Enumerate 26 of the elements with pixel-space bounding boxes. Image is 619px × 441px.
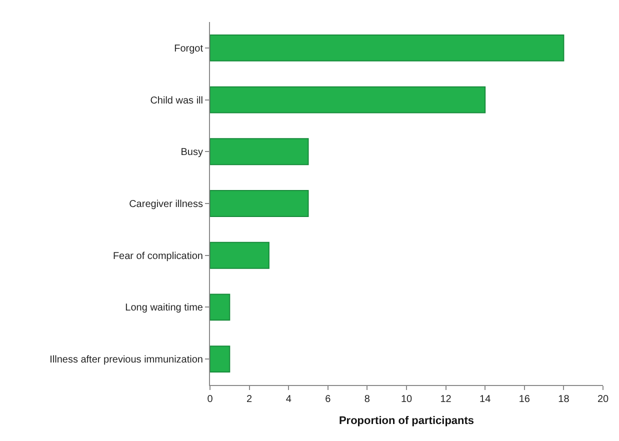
x-tick-label: 18 bbox=[558, 394, 570, 405]
x-tick-label: 8 bbox=[364, 394, 370, 405]
y-tick-label: Forgot bbox=[174, 43, 204, 54]
y-tick-label: Busy bbox=[180, 147, 203, 158]
bar bbox=[210, 34, 564, 62]
y-tick-label: Long waiting time bbox=[125, 302, 204, 314]
y-tick-label: Caregiver illness bbox=[129, 199, 203, 210]
bar bbox=[210, 86, 486, 114]
x-tick-label: 16 bbox=[518, 394, 530, 405]
bar bbox=[210, 138, 309, 166]
y-tick-label: Illness after previous immunization bbox=[50, 354, 203, 366]
x-tick-label: 14 bbox=[480, 394, 492, 405]
bar bbox=[210, 294, 230, 321]
x-tick-label: 10 bbox=[400, 394, 412, 405]
bar bbox=[210, 242, 270, 269]
x-tick-label: 2 bbox=[246, 394, 253, 405]
x-axis-title: Proportion of participants bbox=[338, 415, 474, 428]
bar bbox=[210, 346, 230, 373]
x-tick-label: 0 bbox=[207, 394, 214, 405]
x-tick-label: 6 bbox=[325, 394, 332, 405]
x-tick-label: 4 bbox=[286, 394, 292, 405]
y-tick-label: Fear of complication bbox=[112, 250, 203, 262]
bar bbox=[210, 190, 309, 217]
x-tick-label: 12 bbox=[440, 394, 452, 405]
x-tick-label: 20 bbox=[597, 394, 609, 405]
y-tick-label: Child was ill bbox=[150, 95, 203, 106]
